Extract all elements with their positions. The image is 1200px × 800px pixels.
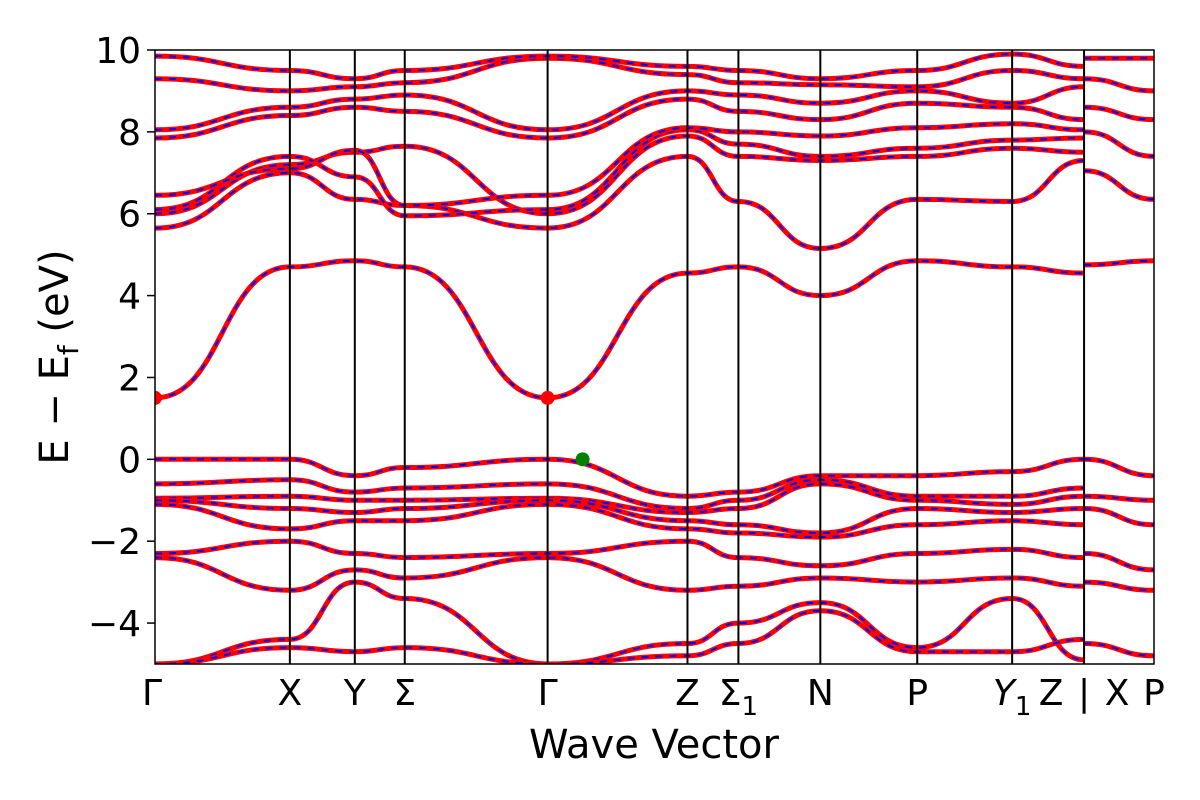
- y-tick-label: 2: [118, 358, 141, 399]
- y-tick-label: 4: [118, 277, 141, 318]
- x-axis-title: Wave Vector: [529, 722, 780, 768]
- band-12-dash: [155, 482, 1085, 514]
- band-15: [155, 538, 1085, 569]
- x-tick-label: Σ1: [719, 673, 758, 722]
- band-5: [155, 121, 1085, 208]
- x-tick-label: X: [278, 673, 303, 714]
- band-tail-9: [1084, 506, 1154, 528]
- band-14-dash: [155, 503, 1085, 539]
- x-tick-label: N: [807, 673, 834, 714]
- band-16: [155, 555, 1085, 593]
- band-tail-4-dash: [1084, 106, 1154, 121]
- y-axis-ticks: −4 −2 0 2 4 6 8 10: [88, 31, 155, 645]
- band-tail-4-line: [1084, 104, 1154, 123]
- y-tick-label: −4: [88, 604, 141, 645]
- band-tail-12-line: [1084, 641, 1154, 659]
- band-11-dash: [155, 478, 1085, 510]
- band-tail-1: [1084, 258, 1154, 268]
- band-tail-5-line: [1084, 76, 1154, 94]
- band-12: [155, 481, 1085, 515]
- y-axis-title: E − Ef (eV): [32, 249, 85, 464]
- x-tick-label: Z: [675, 673, 700, 714]
- band-14: [155, 501, 1085, 540]
- band-2: [155, 153, 1085, 251]
- band-tail-3-line: [1084, 129, 1154, 159]
- band-17-line: [155, 579, 1085, 664]
- cbm-marker-2: [540, 390, 555, 405]
- band-9: [155, 51, 1085, 82]
- cbm-marker-1: [155, 390, 162, 405]
- band-tail-11-dash: [1084, 581, 1154, 592]
- band-tail-12: [1084, 641, 1154, 659]
- band-1: [155, 258, 1085, 401]
- band-16-dash: [155, 556, 1085, 592]
- band-3-dash: [155, 134, 1085, 215]
- band-5-dash: [155, 122, 1085, 207]
- band-tail-12-dash: [1084, 642, 1154, 657]
- band-8-dash: [155, 57, 1085, 92]
- vbm-marker-3: [575, 452, 590, 467]
- band-edge-markers: [155, 390, 590, 467]
- band-tail-5-dash: [1084, 77, 1154, 92]
- band-8: [155, 55, 1085, 94]
- band-tail-2: [1083, 168, 1154, 202]
- x-tick-label: |: [1078, 673, 1090, 714]
- band-lines: [155, 51, 1154, 664]
- band-4: [155, 127, 1085, 219]
- band-6-dash: [155, 98, 1085, 140]
- kpoint-lines: [288, 50, 1086, 664]
- band-13: [155, 497, 1085, 536]
- band-tail-11: [1084, 579, 1154, 593]
- band-13-dash: [155, 499, 1085, 535]
- band-15-dash: [155, 540, 1085, 567]
- band-18-dash: [155, 609, 1085, 664]
- y-tick-label: −2: [88, 522, 141, 563]
- y-tick-label: 10: [95, 31, 141, 72]
- band-tail-7: [1084, 456, 1154, 479]
- x-tick-label: Γ: [538, 673, 558, 714]
- y-tick-label: 6: [118, 195, 141, 236]
- band-11: [155, 477, 1085, 511]
- band-tail-9-line: [1084, 506, 1154, 528]
- band-7: [155, 84, 1085, 133]
- band-tail-3: [1084, 129, 1154, 159]
- band-tail-2-line: [1083, 168, 1154, 202]
- x-axis-ticks: Γ X Y Σ Γ Z Σ1 N P Y1 Z | X P: [142, 673, 1165, 722]
- band-9-dash: [155, 53, 1085, 80]
- x-tick-label: Y: [343, 673, 367, 714]
- band-2-dash: [155, 155, 1085, 250]
- x-tick-label: P: [906, 673, 928, 714]
- y-tick-label: 0: [118, 440, 141, 481]
- plot-frame: [154, 49, 1155, 665]
- band-tail-10: [1084, 551, 1154, 573]
- x-tick-label: Y1: [993, 673, 1032, 722]
- band-7-line: [155, 84, 1085, 133]
- band-tail-7-line: [1084, 456, 1154, 479]
- band-tail-8-dash: [1084, 495, 1154, 502]
- x-tick-label: Z: [1039, 673, 1064, 714]
- band-6: [155, 96, 1085, 141]
- band-10-dash: [155, 458, 1085, 498]
- band-tail-8: [1084, 493, 1154, 503]
- x-tick-label: Γ: [142, 673, 162, 714]
- x-tick-label: X: [1105, 673, 1130, 714]
- band-tail-5: [1084, 76, 1154, 94]
- band-tail-10-line: [1084, 551, 1154, 573]
- band-10: [155, 456, 1085, 499]
- band-18: [155, 608, 1085, 664]
- x-tick-label: Σ: [393, 673, 416, 714]
- band-tail-1-dash: [1084, 259, 1154, 266]
- band-tail-4: [1084, 104, 1154, 123]
- band-17: [155, 579, 1085, 664]
- x-tick-label: P: [1143, 673, 1165, 714]
- band-1-line: [155, 258, 1085, 401]
- y-tick-label: 8: [118, 113, 141, 154]
- band-4-dash: [155, 128, 1085, 217]
